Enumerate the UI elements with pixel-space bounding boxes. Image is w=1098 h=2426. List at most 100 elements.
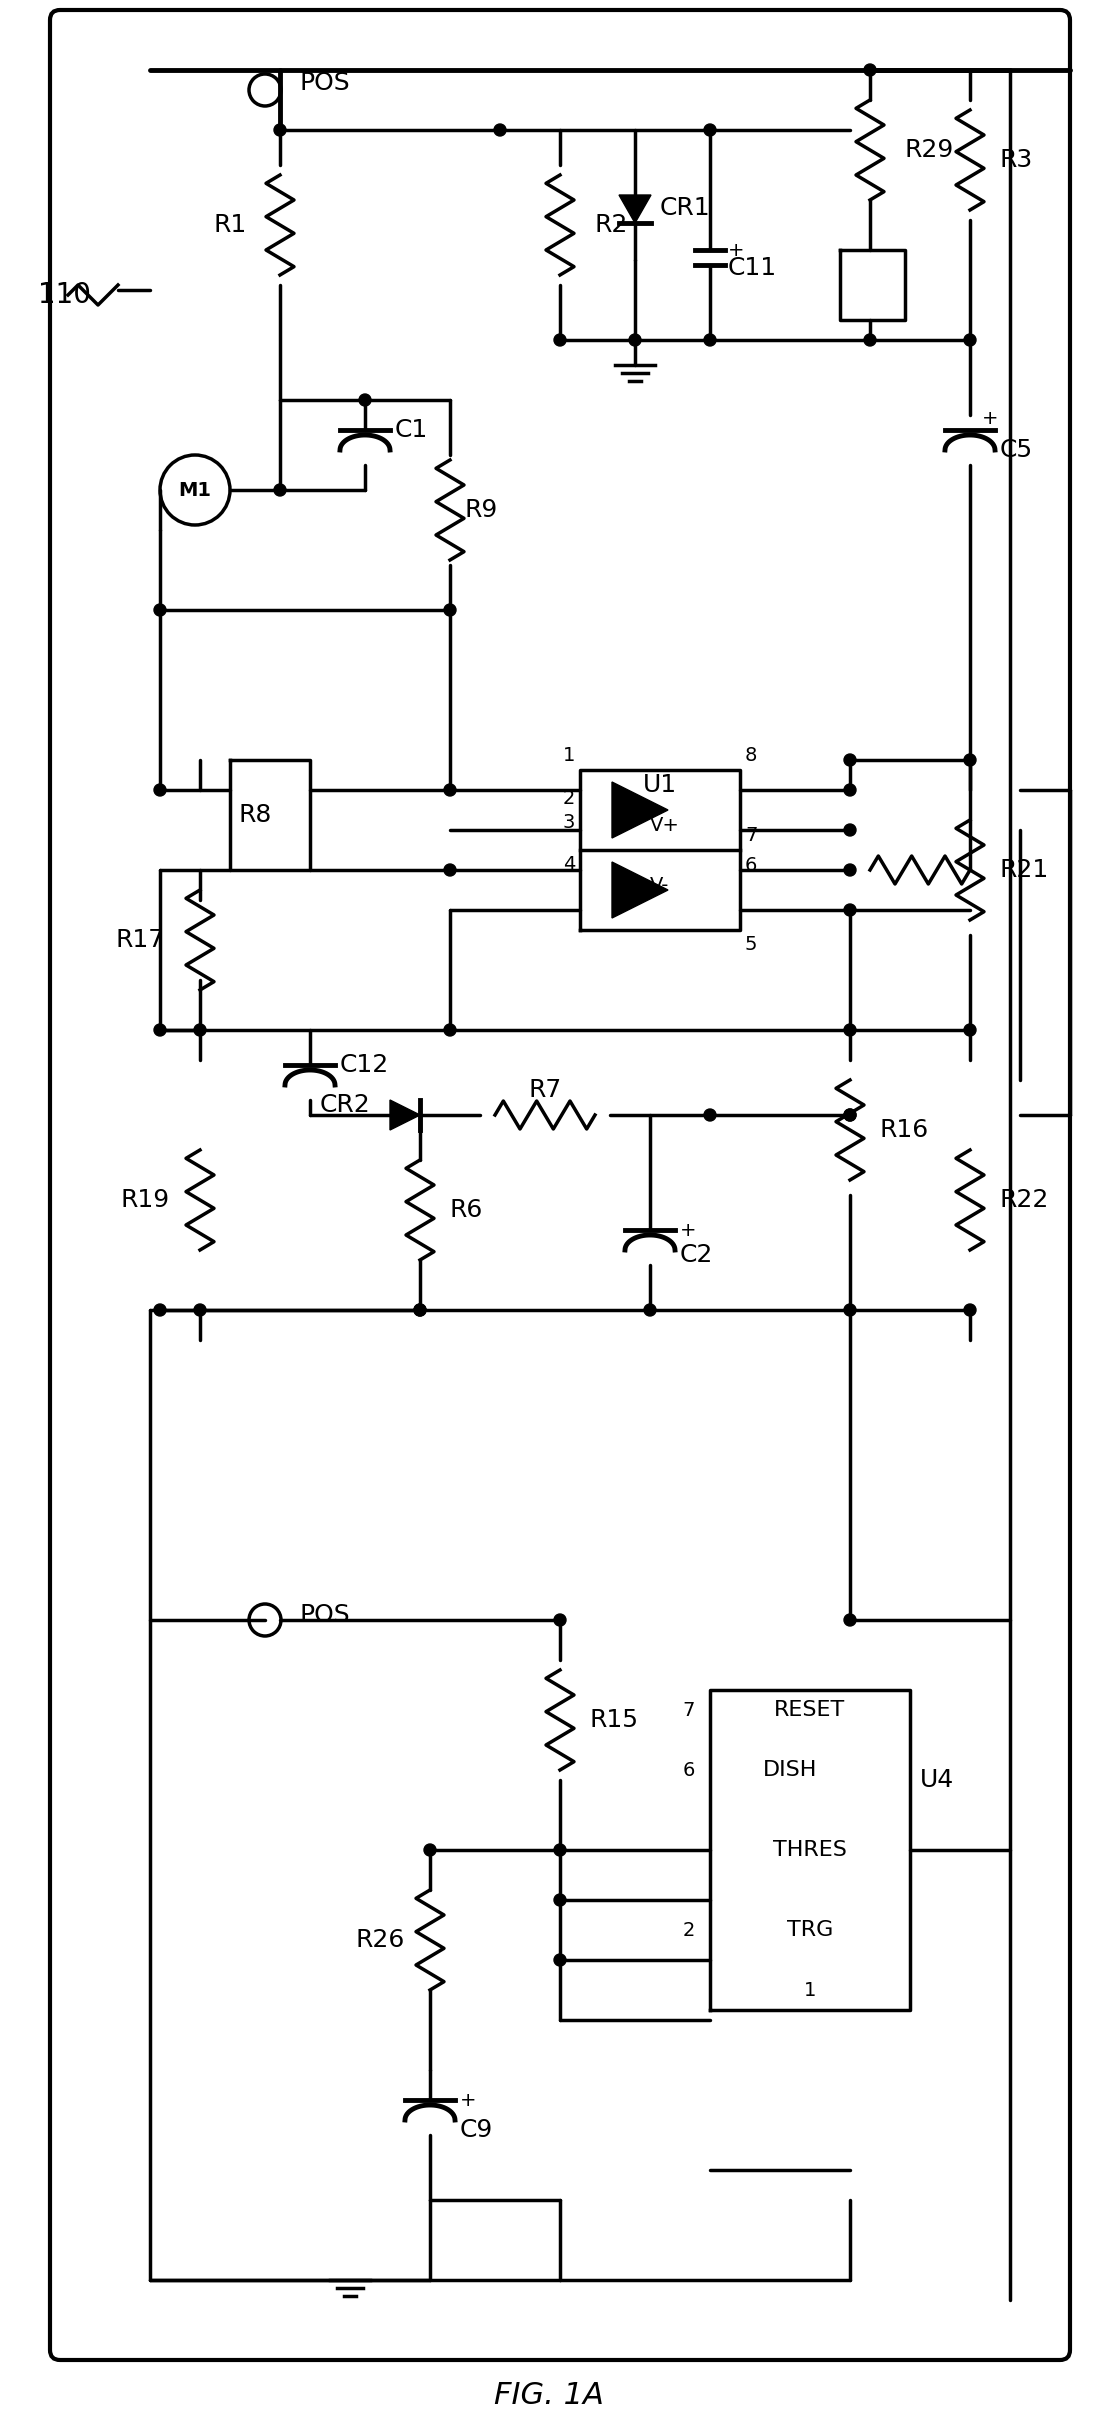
Text: RESET: RESET [774, 1701, 845, 1720]
Text: R6: R6 [450, 1198, 483, 1223]
Text: TRG: TRG [787, 1919, 833, 1941]
Circle shape [154, 1024, 166, 1036]
Text: +: + [982, 408, 998, 427]
Text: R15: R15 [590, 1708, 639, 1732]
Text: R21: R21 [1000, 859, 1050, 883]
Text: U+: U+ [612, 803, 636, 818]
Text: +: + [680, 1220, 696, 1240]
Circle shape [444, 864, 456, 876]
Circle shape [494, 124, 506, 136]
Text: R17: R17 [115, 929, 165, 951]
Text: THRES: THRES [773, 1839, 847, 1861]
Text: U-: U- [616, 883, 632, 898]
Text: 5: 5 [746, 934, 758, 953]
Text: R9: R9 [464, 497, 498, 522]
Circle shape [424, 1844, 436, 1856]
Text: M1: M1 [179, 480, 212, 500]
Text: 1: 1 [562, 747, 575, 764]
Circle shape [964, 1024, 976, 1036]
Text: V-: V- [650, 876, 670, 895]
Circle shape [844, 825, 856, 837]
Circle shape [844, 905, 856, 917]
Text: CR2: CR2 [320, 1094, 370, 1116]
Circle shape [704, 1109, 716, 1121]
Text: FIG. 1A: FIG. 1A [494, 2380, 604, 2409]
Circle shape [964, 754, 976, 767]
Circle shape [964, 335, 976, 347]
Text: +: + [460, 2091, 477, 2111]
Circle shape [444, 604, 456, 616]
Text: C12: C12 [340, 1053, 390, 1077]
Text: R3: R3 [1000, 148, 1033, 172]
Circle shape [844, 1109, 856, 1121]
Polygon shape [390, 1099, 421, 1131]
Circle shape [844, 1109, 856, 1121]
Text: R2: R2 [595, 213, 628, 238]
Circle shape [154, 604, 166, 616]
Circle shape [704, 124, 716, 136]
Circle shape [414, 1305, 426, 1315]
Text: 7: 7 [683, 1701, 695, 1720]
Text: 4: 4 [562, 854, 575, 873]
Circle shape [844, 1613, 856, 1625]
Text: 6: 6 [683, 1761, 695, 1781]
Circle shape [444, 1024, 456, 1036]
Circle shape [554, 1895, 565, 1907]
Text: 1: 1 [804, 1980, 816, 1999]
Circle shape [194, 1305, 206, 1315]
Circle shape [844, 754, 856, 767]
Text: R19: R19 [121, 1189, 169, 1213]
Polygon shape [619, 194, 651, 223]
Circle shape [274, 485, 285, 495]
Text: R1: R1 [213, 213, 247, 238]
Polygon shape [612, 781, 668, 837]
Text: DISH: DISH [763, 1759, 817, 1781]
Text: U4: U4 [920, 1769, 954, 1793]
Text: POS: POS [300, 1604, 350, 1628]
Circle shape [645, 1305, 656, 1315]
Circle shape [629, 335, 641, 347]
Circle shape [554, 1844, 565, 1856]
Text: R8: R8 [238, 803, 271, 827]
Text: 3: 3 [562, 813, 575, 832]
Circle shape [554, 1613, 565, 1625]
Circle shape [554, 1953, 565, 1965]
Circle shape [274, 124, 285, 136]
Circle shape [864, 63, 876, 75]
Text: C9: C9 [460, 2118, 493, 2142]
Circle shape [554, 335, 565, 347]
Text: 8: 8 [746, 747, 758, 764]
Text: POS: POS [300, 70, 350, 95]
Circle shape [964, 1305, 976, 1315]
Polygon shape [612, 861, 668, 917]
Text: R16: R16 [879, 1118, 929, 1143]
Circle shape [844, 784, 856, 796]
Circle shape [154, 1305, 166, 1315]
Circle shape [704, 335, 716, 347]
Circle shape [414, 1305, 426, 1315]
Text: C11: C11 [728, 257, 777, 279]
Text: +: + [728, 240, 744, 260]
Text: V+: V+ [650, 815, 680, 835]
Text: R7: R7 [528, 1077, 561, 1101]
Text: 2: 2 [683, 1921, 695, 1938]
Circle shape [844, 864, 856, 876]
Circle shape [194, 1024, 206, 1036]
Text: CR1: CR1 [660, 197, 710, 221]
Circle shape [359, 393, 371, 405]
Text: C1: C1 [395, 417, 428, 442]
Circle shape [844, 1305, 856, 1315]
Text: C2: C2 [680, 1242, 714, 1266]
Text: 110: 110 [38, 281, 91, 308]
Circle shape [154, 784, 166, 796]
Text: R22: R22 [1000, 1189, 1050, 1213]
Text: 6: 6 [746, 856, 758, 873]
Text: R26: R26 [356, 1929, 405, 1953]
Text: U1: U1 [643, 774, 677, 798]
Text: R29: R29 [905, 138, 954, 163]
Text: 2: 2 [562, 788, 575, 808]
Text: 7: 7 [746, 825, 758, 844]
Circle shape [444, 784, 456, 796]
Circle shape [844, 1024, 856, 1036]
Text: C5: C5 [1000, 439, 1033, 461]
